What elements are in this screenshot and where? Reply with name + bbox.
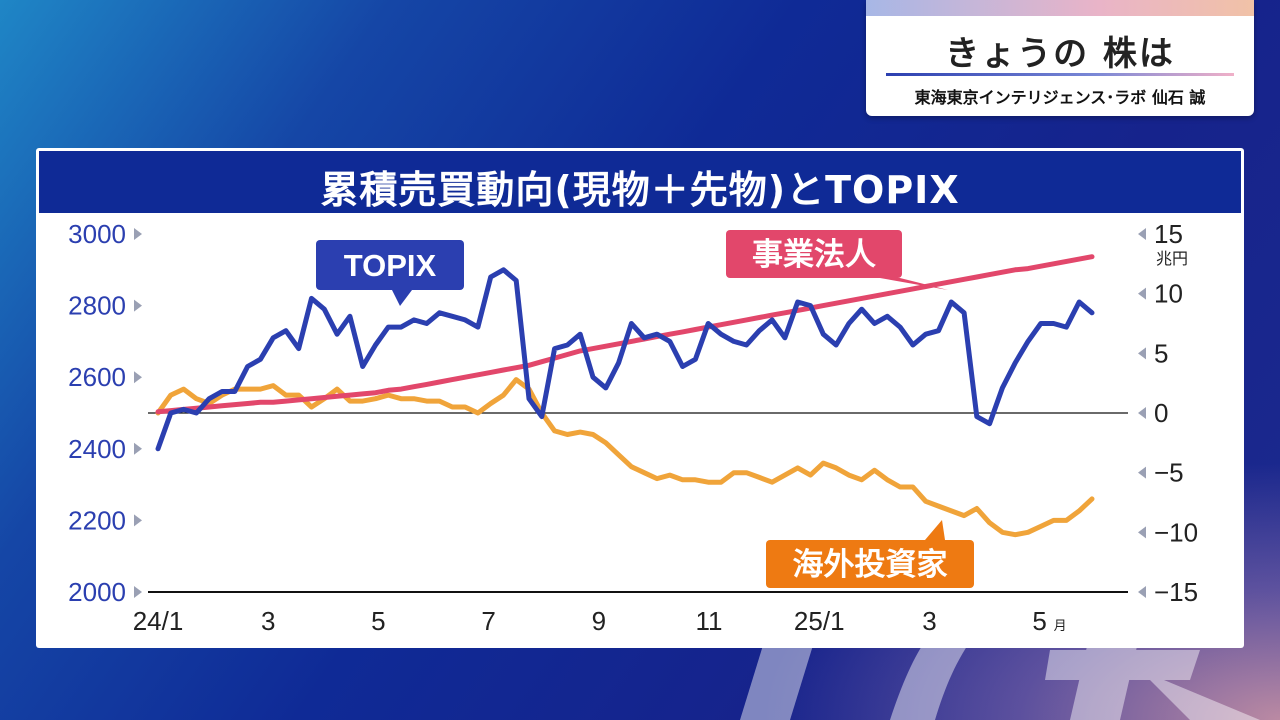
presenter-credit: 東海東京インテリジェンス･ラボ 仙石 誠 xyxy=(914,88,1206,107)
right-axis-tick-arrow xyxy=(1138,228,1146,240)
x-axis-tick-label: 3 xyxy=(922,606,936,636)
program-title-card: きょうの 株は 東海東京インテリジェンス･ラボ 仙石 誠 xyxy=(866,0,1254,116)
x-axis-tick-label: 24/1 xyxy=(133,606,184,636)
x-axis-tick-label: 25/1 xyxy=(794,606,845,636)
series-label-box xyxy=(726,230,902,278)
left-axis-tick-arrow xyxy=(134,228,142,240)
right-axis-tick-arrow xyxy=(1138,287,1146,300)
right-axis-tick-label: −10 xyxy=(1154,517,1198,547)
title-card-accent xyxy=(866,0,1254,16)
right-axis-tick-label: 0 xyxy=(1154,398,1168,428)
left-axis-tick-arrow xyxy=(134,299,142,312)
program-title: きょうの 株は xyxy=(945,34,1175,74)
series-label-pointer xyxy=(392,290,412,306)
series-line-2 xyxy=(155,377,1095,538)
series-line-0 xyxy=(155,267,1095,452)
right-axis-tick-label: −15 xyxy=(1154,577,1198,607)
series-line-1 xyxy=(155,254,1095,415)
series-label: TOPIX xyxy=(344,248,437,283)
x-axis-tick-label: 3 xyxy=(261,606,275,636)
left-axis-tick-label: 2200 xyxy=(68,505,126,535)
series-label-box xyxy=(766,540,974,588)
x-axis-tick-label: 5 xyxy=(1032,606,1046,636)
right-axis-tick-arrow xyxy=(1138,347,1146,360)
left-axis-tick-arrow xyxy=(134,442,142,455)
chart-title-bar: 累積売買動向(現物＋先物)とTOPIX xyxy=(39,151,1241,213)
right-axis-tick-arrow xyxy=(1138,526,1146,539)
right-axis-tick-label: 15 xyxy=(1154,219,1183,249)
series-label-pointer xyxy=(925,520,945,540)
x-axis-tick-label: 7 xyxy=(481,606,495,636)
left-axis-tick-label: 2400 xyxy=(68,434,126,464)
chart-title: 累積売買動向(現物＋先物)とTOPIX xyxy=(320,168,960,212)
x-axis-tick-label: 11 xyxy=(696,606,723,636)
right-axis-tick-arrow xyxy=(1138,466,1146,479)
right-axis-tick-label: 5 xyxy=(1154,338,1168,368)
series-label: 海外投資家 xyxy=(793,547,948,582)
left-axis-tick-label: 2000 xyxy=(68,577,126,607)
right-axis-tick-label: 10 xyxy=(1154,279,1183,309)
right-axis-unit: 兆円 xyxy=(1156,250,1188,268)
x-axis-tick-label: 9 xyxy=(592,606,606,636)
left-axis-tick-label: 2600 xyxy=(68,362,126,392)
series-label-box xyxy=(316,240,464,290)
right-axis-tick-label: −5 xyxy=(1154,458,1184,488)
chart-panel xyxy=(36,148,1244,648)
x-axis-month-suffix: 月 xyxy=(1054,618,1067,633)
right-axis-tick-arrow xyxy=(1138,586,1146,598)
x-axis-tick-label: 5 xyxy=(371,606,385,636)
series-label-pointer xyxy=(880,278,948,290)
left-axis-tick-arrow xyxy=(134,586,142,598)
left-axis-tick-label: 3000 xyxy=(68,219,126,249)
left-axis-tick-label: 2800 xyxy=(68,291,126,321)
left-axis-tick-arrow xyxy=(134,371,142,384)
series-label: 事業法人 xyxy=(752,237,876,272)
title-divider xyxy=(886,73,1234,76)
right-axis-tick-arrow xyxy=(1138,407,1146,419)
left-axis-tick-arrow xyxy=(134,514,142,527)
